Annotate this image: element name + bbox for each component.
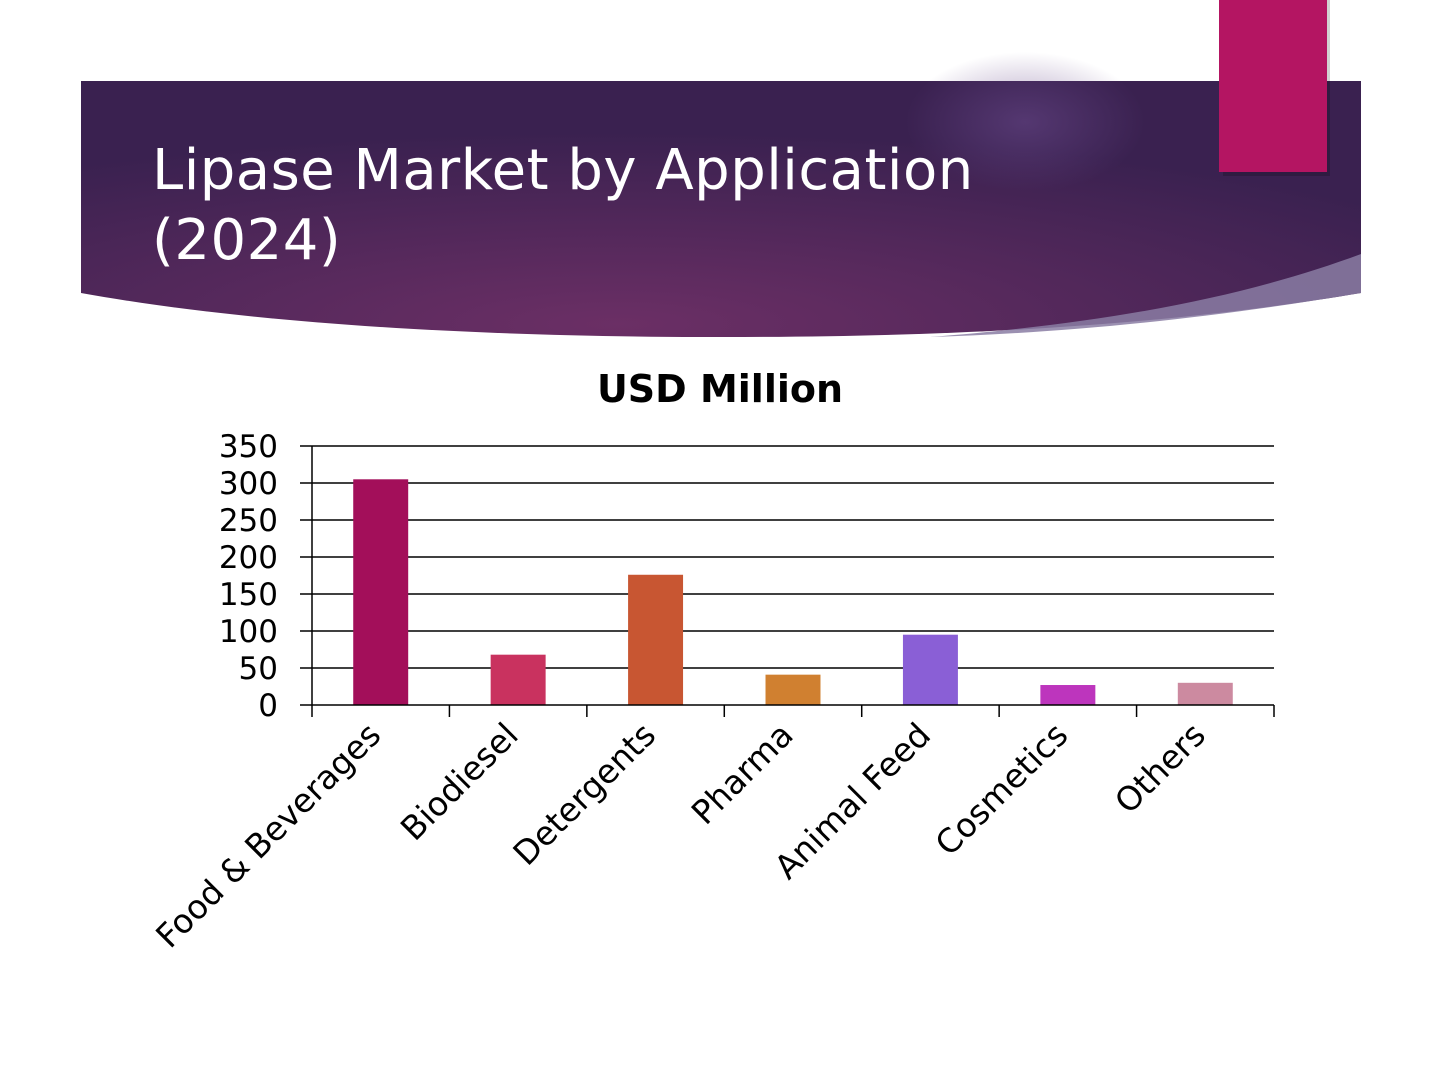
header-band xyxy=(81,0,1361,338)
x-tick-label: Biodiesel xyxy=(393,715,526,848)
bar xyxy=(1040,685,1096,705)
x-tick-label: Cosmetics xyxy=(927,715,1075,863)
y-tick-label: 100 xyxy=(219,614,278,650)
bar xyxy=(765,674,821,705)
y-tick-label: 250 xyxy=(219,503,278,539)
x-tick-label: Detergents xyxy=(505,715,663,873)
chart-title: USD Million xyxy=(597,367,843,411)
x-tick-label: Food & Beverages xyxy=(148,715,388,955)
y-tick-label: 150 xyxy=(219,577,278,613)
gridlines xyxy=(300,445,1274,706)
y-tick-label: 50 xyxy=(239,651,278,687)
bar xyxy=(1177,682,1233,705)
accent-tab xyxy=(1219,0,1327,172)
bar xyxy=(353,479,409,705)
slide-title: Lipase Market by Application (2024) xyxy=(152,138,974,273)
x-tick-label: Others xyxy=(1107,715,1213,821)
axes xyxy=(311,446,1275,717)
bar xyxy=(490,654,546,705)
y-tick-label: 300 xyxy=(219,466,278,502)
bar xyxy=(628,574,684,705)
bar xyxy=(902,634,958,705)
y-tick-label: 200 xyxy=(219,540,278,576)
y-tick-label: 350 xyxy=(219,429,278,465)
bars xyxy=(353,479,1233,705)
y-tick-label: 0 xyxy=(258,688,278,724)
x-tick-label: Pharma xyxy=(684,715,801,832)
